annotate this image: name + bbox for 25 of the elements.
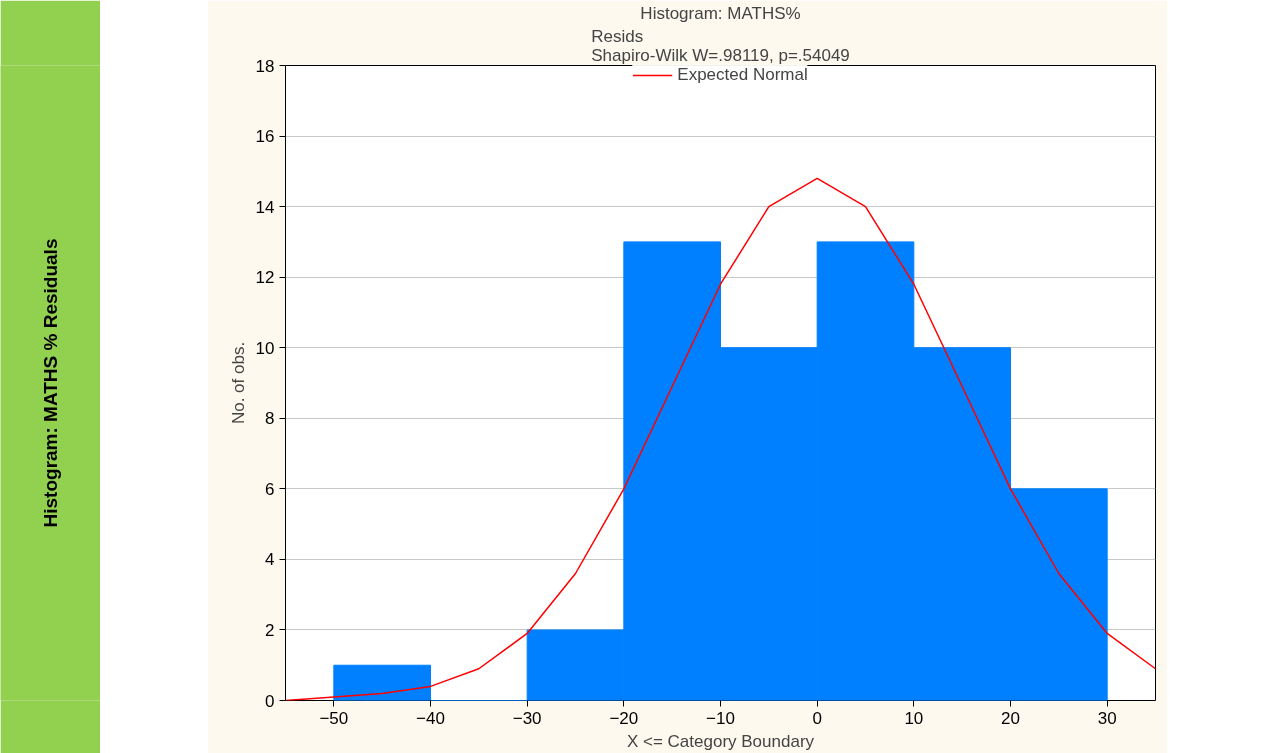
- y-tick-label: 2: [265, 620, 275, 640]
- y-tick-label: 6: [265, 479, 275, 499]
- x-tick-label: 10: [904, 708, 924, 728]
- y-tick-label: 8: [265, 409, 275, 429]
- y-axis-title: No. of obs.: [228, 341, 248, 425]
- y-tick-label: 14: [255, 197, 275, 217]
- y-tick-label: 10: [255, 338, 275, 358]
- x-tick-label: −20: [609, 708, 639, 728]
- y-tick-label: 18: [255, 56, 275, 76]
- x-tick-label: −10: [706, 708, 735, 728]
- y-tick-label: 16: [255, 127, 275, 147]
- x-tick-label: 30: [1097, 708, 1117, 728]
- chart-subtitle: Resids Shapiro-Wilk W=.98119, p=.54049: [591, 26, 850, 65]
- x-tick-label: 0: [812, 708, 822, 728]
- x-tick-label: −40: [416, 708, 445, 728]
- x-axis-title: X <= Category Boundary: [626, 731, 815, 751]
- text: Histogram: MATHS % Residuals: [40, 238, 61, 528]
- x-tick-label: 20: [1001, 708, 1020, 728]
- x-tick-label: −30: [512, 708, 542, 728]
- legend-label: Expected Normal: [677, 65, 808, 85]
- y-tick-label: 4: [265, 550, 275, 570]
- chart-title: Histogram: MATHS%: [640, 3, 801, 23]
- x-tick-label: −50: [319, 708, 349, 728]
- y-tick-label: 12: [255, 268, 275, 288]
- y-tick-label: 0: [265, 691, 275, 711]
